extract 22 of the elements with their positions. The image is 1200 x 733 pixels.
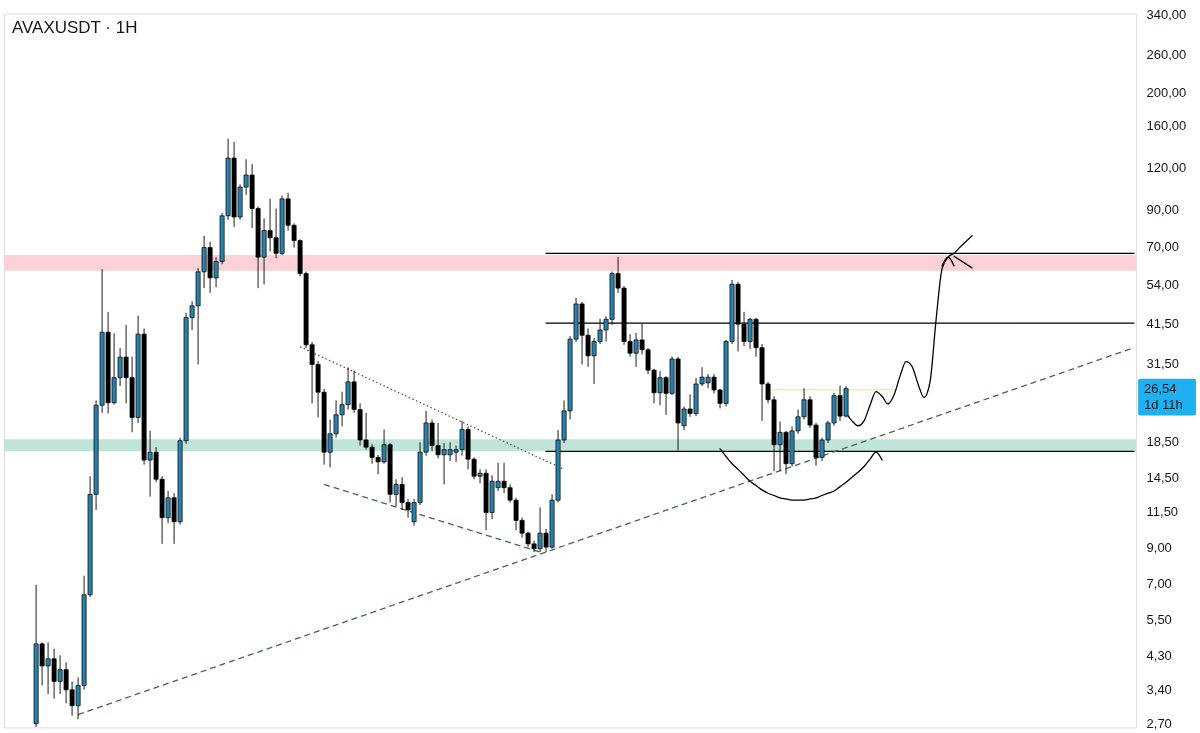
y-tick-label: 11,50 xyxy=(1146,503,1179,519)
y-tick-label: 4,30 xyxy=(1146,647,1172,663)
y-tick-label: 54,00 xyxy=(1146,277,1180,293)
text: 26,54 xyxy=(1144,380,1177,396)
y-tick-label: 5,50 xyxy=(1146,611,1172,627)
y-tick-label: 90,00 xyxy=(1146,202,1180,218)
y-tick-label: 14,50 xyxy=(1146,469,1180,485)
y-tick-label: 340,00 xyxy=(1146,7,1187,23)
y-tick-label: 2,70 xyxy=(1146,716,1172,732)
y-tick-label: 260,00 xyxy=(1146,46,1187,62)
y-tick-label: 18,50 xyxy=(1146,434,1180,450)
y-tick-label: 7,00 xyxy=(1146,576,1172,592)
y-tick-label: 160,00 xyxy=(1146,117,1187,133)
y-tick-label: 9,00 xyxy=(1146,539,1172,555)
y-tick-label: 31,50 xyxy=(1146,356,1180,372)
chart-title: AVAXUSDT · 1H xyxy=(11,17,138,37)
y-tick-label: 120,00 xyxy=(1146,160,1187,175)
y-tick-label: 200,00 xyxy=(1146,85,1187,101)
text: 1d 11h xyxy=(1144,396,1183,412)
y-tick-label: 3,40 xyxy=(1146,682,1172,698)
y-tick-label: 41,50 xyxy=(1146,315,1180,331)
y-tick-label: 70,00 xyxy=(1146,238,1180,254)
